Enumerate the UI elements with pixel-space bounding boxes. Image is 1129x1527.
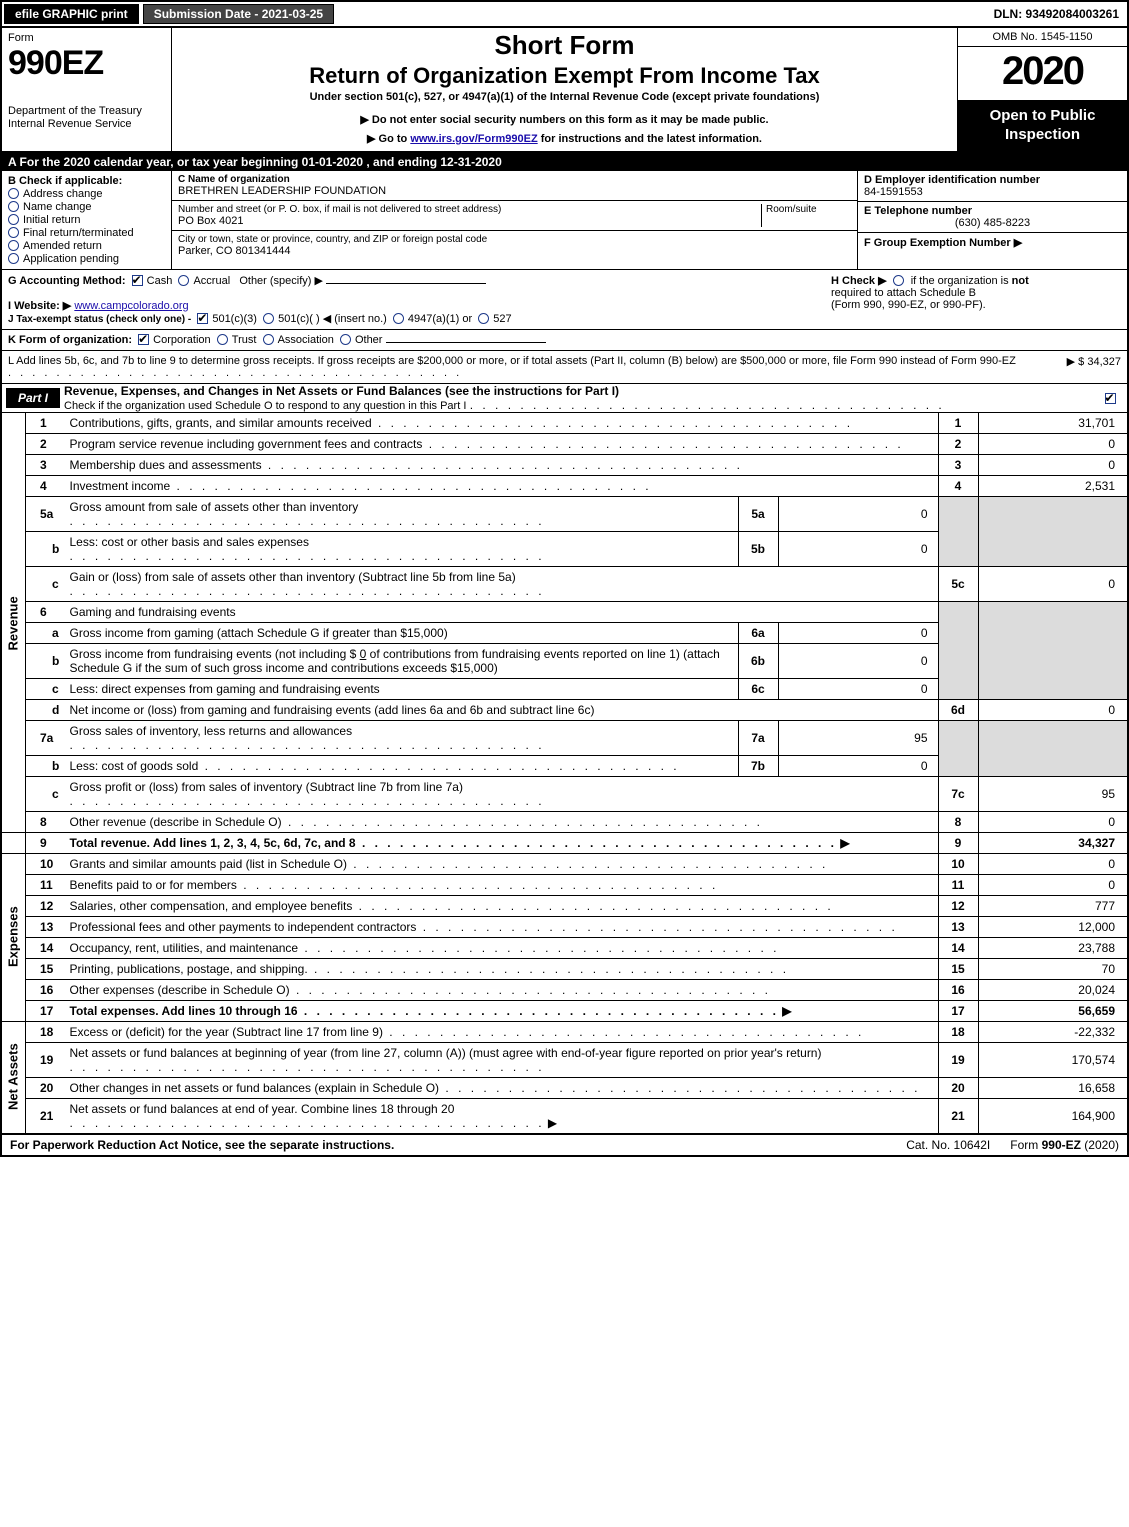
schedule-b-check[interactable] — [893, 275, 904, 286]
e-label: E Telephone number — [864, 205, 972, 217]
form-of-org-row: K Form of organization: Corporation Trus… — [0, 330, 1129, 351]
j-label: J Tax-exempt status (check only one) - — [8, 314, 191, 325]
org-name: BRETHREN LEADERSHIP FOUNDATION — [178, 185, 851, 197]
expenses-section-label: Expenses — [1, 853, 26, 1021]
topbar: efile GRAPHIC print Submission Date - 20… — [0, 0, 1129, 28]
phone-value: (630) 485-8223 — [864, 217, 1121, 229]
part1-title: Revenue, Expenses, and Changes in Net As… — [64, 384, 619, 398]
cash-check[interactable] — [132, 275, 143, 286]
check-if-applicable: B Check if applicable: — [8, 175, 122, 187]
city-label: City or town, state or province, country… — [178, 234, 851, 245]
addr-label: Number and street (or P. O. box, if mail… — [178, 204, 761, 215]
paperwork-notice: For Paperwork Reduction Act Notice, see … — [10, 1138, 886, 1152]
schedule-o-check[interactable] — [1105, 393, 1116, 404]
irs-link[interactable]: www.irs.gov/Form990EZ — [410, 133, 537, 145]
entity-info: B Check if applicable: Address change Na… — [0, 171, 1129, 270]
part1-tag: Part I — [6, 388, 60, 408]
accrual-check[interactable] — [178, 275, 189, 286]
website-link[interactable]: www.campcolorado.org — [74, 300, 188, 312]
part1-bar: Part I Revenue, Expenses, and Changes in… — [0, 384, 1129, 413]
4947-check[interactable] — [393, 313, 404, 324]
d-label: D Employer identification number — [864, 174, 1040, 186]
initial-return-check[interactable] — [8, 214, 19, 225]
l-amount: ▶ $ 34,327 — [1067, 356, 1121, 368]
l-text: L Add lines 5b, 6c, and 7b to line 9 to … — [8, 355, 1016, 367]
501c-check[interactable] — [263, 313, 274, 324]
form-footer-id: Form 990-EZ (2020) — [1010, 1138, 1119, 1152]
net-assets-section-label: Net Assets — [1, 1021, 26, 1133]
submission-date-button[interactable]: Submission Date - 2021-03-25 — [143, 4, 334, 24]
line-1-val: 31,701 — [978, 413, 1128, 434]
address-change-check[interactable] — [8, 188, 19, 199]
goto-line: ▶ Go to www.irs.gov/Form990EZ for instru… — [180, 132, 949, 145]
application-pending-check[interactable] — [8, 253, 19, 264]
addr-value: PO Box 4021 — [178, 215, 761, 227]
form-word: Form — [8, 32, 165, 44]
part1-check-note: Check if the organization used Schedule … — [64, 400, 466, 412]
g-label: G Accounting Method: — [8, 275, 126, 287]
revenue-section-label: Revenue — [1, 413, 26, 833]
room-label: Room/suite — [766, 204, 851, 215]
line-1-num: 1 — [26, 413, 66, 434]
h-label: H Check ▶ — [831, 275, 887, 287]
catalog-number: Cat. No. 10642I — [886, 1138, 1010, 1152]
dept-line1: Department of the Treasury — [8, 105, 142, 117]
corporation-check[interactable] — [138, 334, 149, 345]
other-specify: Other (specify) ▶ — [239, 275, 323, 287]
accounting-method-row: G Accounting Method: Cash Accrual Other … — [0, 270, 1129, 330]
i-label: I Website: ▶ — [8, 300, 71, 312]
short-form-title: Short Form — [180, 30, 949, 61]
open-to-public: Open to Public Inspection — [958, 101, 1127, 151]
association-check[interactable] — [263, 334, 274, 345]
k-label: K Form of organization: — [8, 334, 132, 346]
ein-value: 84-1591553 — [864, 186, 923, 198]
amended-return-check[interactable] — [8, 240, 19, 251]
501c3-check[interactable] — [197, 313, 208, 324]
line-l-row: L Add lines 5b, 6c, and 7b to line 9 to … — [0, 351, 1129, 384]
c-label: C Name of organization — [178, 174, 290, 185]
line-1-box: 1 — [938, 413, 978, 434]
ssn-warning: ▶ Do not enter social security numbers o… — [180, 113, 949, 126]
omb-number: OMB No. 1545-1150 — [958, 28, 1127, 47]
efile-print-button[interactable]: efile GRAPHIC print — [4, 4, 139, 24]
tax-year: 2020 — [958, 47, 1127, 101]
527-check[interactable] — [478, 313, 489, 324]
form-header: Form 990EZ Department of the Treasury In… — [0, 28, 1129, 153]
line-1-desc: Contributions, gifts, grants, and simila… — [70, 416, 372, 430]
other-org-check[interactable] — [340, 334, 351, 345]
form-number: 990EZ — [8, 44, 165, 83]
return-subtitle: Under section 501(c), 527, or 4947(a)(1)… — [180, 91, 949, 103]
lines-table: Revenue 1 Contributions, gifts, grants, … — [0, 413, 1129, 1134]
name-change-check[interactable] — [8, 201, 19, 212]
f-label: F Group Exemption Number ▶ — [864, 237, 1022, 249]
final-return-check[interactable] — [8, 227, 19, 238]
city-value: Parker, CO 801341444 — [178, 245, 851, 257]
return-title: Return of Organization Exempt From Incom… — [180, 63, 949, 89]
dln-label: DLN: 93492084003261 — [994, 7, 1127, 21]
dept-line2: Internal Revenue Service — [8, 118, 132, 130]
trust-check[interactable] — [217, 334, 228, 345]
period-bar: A For the 2020 calendar year, or tax yea… — [0, 153, 1129, 171]
dept-treasury: Department of the Treasury Internal Reve… — [8, 105, 165, 131]
page-footer: For Paperwork Reduction Act Notice, see … — [0, 1134, 1129, 1157]
